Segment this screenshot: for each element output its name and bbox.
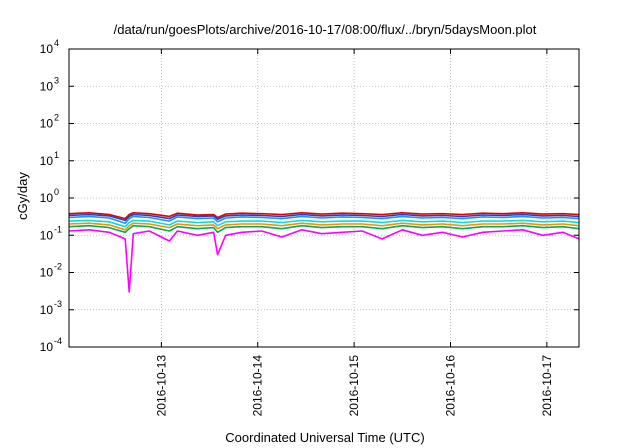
series-line-6 [68, 224, 580, 234]
grid [69, 49, 579, 347]
series-line-4 [68, 219, 580, 228]
y-tick-exponent: 3 [54, 75, 59, 85]
y-tick-label: 10 [40, 117, 54, 131]
x-tick-label: 2016-10-17 [540, 355, 554, 417]
series-line-5 [68, 222, 580, 231]
y-tick-exponent: 2 [54, 113, 59, 123]
y-tick-label: 10 [40, 340, 54, 354]
y-tick-label: 10 [40, 303, 54, 317]
x-axis-label: Coordinated Universal Time (UTC) [225, 430, 424, 445]
series-line-7 [68, 229, 580, 293]
x-tick-label: 2016-10-13 [154, 355, 168, 417]
y-tick-exponent: 1 [54, 150, 59, 160]
y-tick-label: 10 [40, 191, 54, 205]
y-tick-exponent: -3 [54, 299, 62, 309]
y-tick-label: 10 [40, 42, 54, 56]
x-tick-label: 2016-10-14 [251, 355, 265, 417]
y-tick-exponent: 4 [54, 38, 59, 48]
y-tick-label: 10 [40, 266, 54, 280]
y-tick-exponent: 0 [54, 187, 59, 197]
y-tick-label: 10 [40, 79, 54, 93]
x-tick-label: 2016-10-16 [443, 355, 457, 417]
series-line-3 [68, 215, 580, 224]
y-tick-label: 10 [40, 154, 54, 168]
series-lines [68, 212, 580, 293]
y-tick-exponent: -2 [54, 262, 62, 272]
y-tick-exponent: -4 [54, 336, 62, 346]
chart-title: /data/run/goesPlots/archive/2016-10-17/0… [114, 22, 537, 37]
series-line-2 [68, 213, 580, 222]
y-tick-label: 10 [40, 228, 54, 242]
x-tick-label: 2016-10-15 [347, 355, 361, 417]
y-axis-label: cGy/day [15, 172, 30, 220]
series-line-1 [68, 212, 580, 220]
x-axis-ticks: 2016-10-13 2016-10-14 2016-10-15 2016-10-16… [154, 49, 554, 416]
y-tick-exponent: -1 [54, 224, 62, 234]
